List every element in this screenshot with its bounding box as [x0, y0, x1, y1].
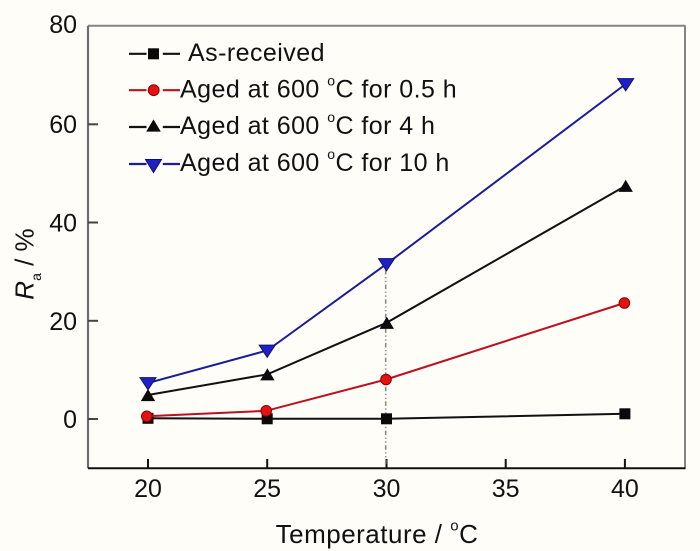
svg-text:As-received: As-received — [188, 39, 325, 67]
svg-text:Temperature / oC: Temperature / oC — [276, 518, 479, 550]
svg-text:40: 40 — [49, 209, 77, 237]
svg-text:25: 25 — [253, 475, 281, 503]
svg-text:Ra / %: Ra / % — [10, 228, 45, 299]
svg-text:30: 30 — [373, 475, 401, 503]
svg-text:40: 40 — [611, 475, 639, 503]
svg-text:60: 60 — [49, 111, 77, 139]
svg-text:0: 0 — [63, 406, 77, 434]
svg-text:20: 20 — [134, 475, 162, 503]
svg-text:35: 35 — [492, 475, 520, 503]
svg-text:Aged at 600 oC for 10 h: Aged at 600 oC for 10 h — [180, 146, 450, 177]
svg-text:Aged at 600 oC for 0.5 h: Aged at 600 oC for 0.5 h — [180, 72, 457, 103]
svg-text:Aged at 600 oC for 4 h: Aged at 600 oC for 4 h — [180, 109, 435, 140]
svg-text:20: 20 — [49, 308, 77, 336]
svg-text:80: 80 — [49, 11, 77, 39]
